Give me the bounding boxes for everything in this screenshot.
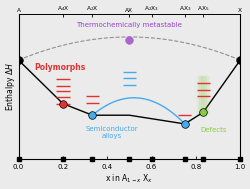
- Point: [90, 114, 94, 117]
- Text: Thermochemically metastable: Thermochemically metastable: [76, 22, 182, 28]
- Point: [201, 111, 205, 114]
- Text: Polymorphs: Polymorphs: [34, 63, 85, 72]
- Point: [128, 38, 132, 41]
- Point: [16, 59, 20, 62]
- Text: Defects: Defects: [200, 127, 227, 133]
- Point: [183, 122, 187, 125]
- Y-axis label: Enthalpy $\Delta H$: Enthalpy $\Delta H$: [4, 62, 17, 111]
- Point: [61, 102, 65, 105]
- Point: [238, 59, 242, 62]
- Text: Semiconductor
alloys: Semiconductor alloys: [85, 126, 138, 139]
- X-axis label: x in A$_{1-x}$ X$_x$: x in A$_{1-x}$ X$_x$: [106, 172, 153, 185]
